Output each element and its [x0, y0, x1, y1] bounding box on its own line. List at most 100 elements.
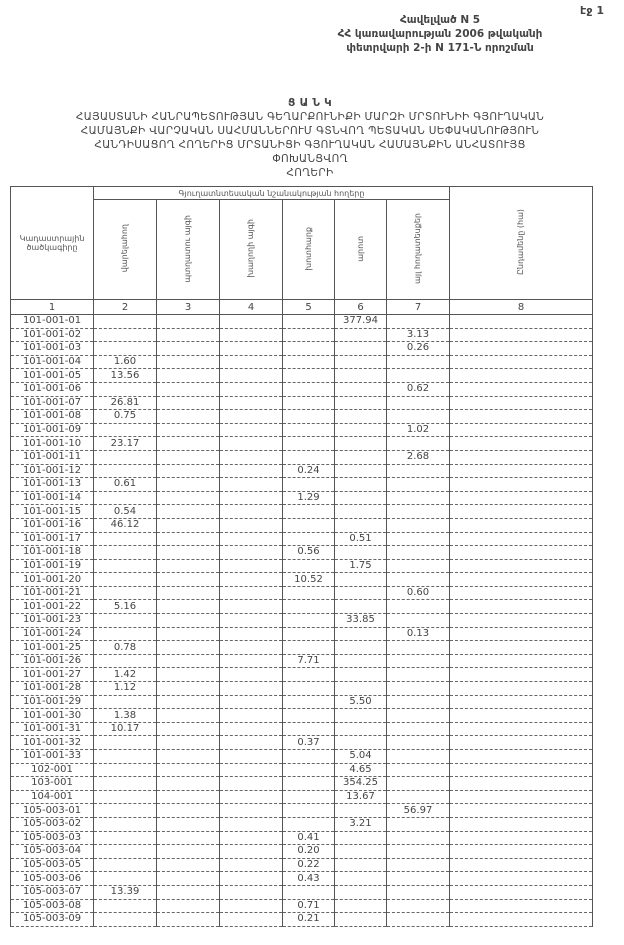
- cell-arable: [93, 559, 157, 574]
- cell-other-land: [386, 559, 450, 574]
- cell-arable: [93, 450, 157, 465]
- cell-pasture: [334, 368, 387, 383]
- header-pasture: արոտ: [334, 199, 387, 300]
- cell-total: [449, 803, 593, 818]
- title-line-1: ՀԱՅԱՍՏԱՆԻ ՀԱՆՐԱՊԵՏՈՒԹՅԱՆ ԳԵՂԱՐՔՈՒՆԻՔԻ ՄԱ…: [75, 111, 545, 123]
- cell-hayfield: [282, 382, 335, 397]
- cell-hayfield: [282, 885, 335, 900]
- cell-orchard: [156, 640, 220, 655]
- cell-orchard: [156, 491, 220, 506]
- cell-orchard: [156, 409, 220, 424]
- cell-arable: [93, 586, 157, 601]
- cell-other-land: [386, 817, 450, 832]
- cell-total: [449, 667, 593, 683]
- cell-vineyard: [219, 831, 283, 846]
- cell-cadastral-code: 105-003-08: [10, 899, 94, 914]
- cell-vineyard: [219, 871, 283, 886]
- cell-arable: [93, 613, 157, 628]
- cell-hayfield: [282, 640, 335, 655]
- cell-vineyard: [219, 572, 283, 587]
- cell-vineyard: [219, 885, 283, 900]
- header-cadastral-code: Կադաստրային ծածկագիրը: [10, 186, 94, 300]
- cell-cadastral-code: 101-001-21: [10, 586, 94, 601]
- cell-vineyard: [219, 599, 283, 615]
- cell-arable: [93, 491, 157, 506]
- table-row: 101-001-11 2.68: [10, 450, 593, 465]
- cell-other-land: 0.26: [386, 341, 450, 356]
- cell-total: [449, 749, 593, 764]
- cell-other-land: [386, 572, 450, 587]
- cell-arable: 1.60: [93, 355, 157, 370]
- cell-pasture: 13.67: [334, 790, 387, 805]
- cell-hayfield: [282, 667, 335, 683]
- cell-arable: 0.78: [93, 640, 157, 655]
- cell-orchard: [156, 899, 220, 914]
- cell-arable: 0.54: [93, 504, 157, 519]
- cell-pasture: [334, 586, 387, 601]
- cell-hayfield: [282, 695, 335, 710]
- cell-orchard: [156, 831, 220, 846]
- cell-pasture: 4.65: [334, 763, 387, 778]
- cell-other-land: 0.13: [386, 627, 450, 642]
- cell-vineyard: [219, 667, 283, 683]
- cell-cadastral-code: 101-001-05: [10, 368, 94, 383]
- table-row: 101-001-18 0.56: [10, 545, 593, 560]
- cell-orchard: [156, 572, 220, 587]
- cell-hayfield: [282, 708, 335, 723]
- cell-total: [449, 382, 593, 397]
- cell-other-land: [386, 409, 450, 424]
- cell-arable: [93, 627, 157, 642]
- cell-pasture: [334, 491, 387, 506]
- cell-other-land: [386, 491, 450, 506]
- cell-orchard: [156, 328, 220, 343]
- cell-hayfield: 10.52: [282, 572, 335, 587]
- cell-other-land: [386, 858, 450, 873]
- cell-cadastral-code: 101-001-08: [10, 409, 94, 424]
- cell-other-land: [386, 368, 450, 383]
- cell-orchard: [156, 695, 220, 710]
- cell-cadastral-code: 105-003-07: [10, 885, 94, 900]
- table-row: 101-001-21 0.60: [10, 586, 593, 601]
- cell-other-land: [386, 790, 450, 805]
- cell-total: [449, 722, 593, 737]
- cell-hayfield: [282, 518, 335, 533]
- cell-cadastral-code: 101-001-33: [10, 749, 94, 764]
- cell-orchard: [156, 871, 220, 886]
- cell-pasture: 0.51: [334, 532, 387, 547]
- cell-hayfield: 0.37: [282, 735, 335, 750]
- table-row: 103-001 354.25: [10, 776, 593, 791]
- cell-total: [449, 504, 593, 519]
- cell-total: [449, 368, 593, 383]
- cell-total: [449, 532, 593, 547]
- cell-cadastral-code: 101-001-03: [10, 341, 94, 356]
- cell-total: [449, 871, 593, 886]
- cell-pasture: [334, 477, 387, 492]
- table-row: 101-001-29 5.50: [10, 695, 593, 710]
- cell-vineyard: [219, 695, 283, 710]
- cell-cadastral-code: 101-001-30: [10, 708, 94, 723]
- table-row: 101-001-28 1.12: [10, 681, 593, 696]
- table-row: 105-003-01 56.97: [10, 803, 593, 818]
- cell-vineyard: [219, 532, 283, 547]
- cell-total: [449, 899, 593, 914]
- cell-hayfield: [282, 368, 335, 383]
- cell-pasture: [334, 518, 387, 533]
- cell-other-land: [386, 885, 450, 900]
- cell-hayfield: [282, 423, 335, 438]
- cell-pasture: [334, 722, 387, 737]
- cell-orchard: [156, 504, 220, 519]
- cell-cadastral-code: 101-001-26: [10, 654, 94, 669]
- cell-cadastral-code: 101-001-12: [10, 464, 94, 479]
- cell-other-land: [386, 518, 450, 533]
- cell-total: [449, 613, 593, 628]
- cell-vineyard: [219, 504, 283, 519]
- cell-pasture: [334, 735, 387, 750]
- title-line-3: ՀԱՆԴԻՍԱՑՈՂ ՀՈՂԵՐԻՑ ՄՐՏԱՆԻՑԻ ԳՅՈՒՂԱԿԱՆ ՀԱ…: [94, 139, 526, 165]
- cell-vineyard: [219, 790, 283, 805]
- cell-total: [449, 559, 593, 574]
- cell-cadastral-code: 101-001-17: [10, 532, 94, 547]
- cell-pasture: [334, 341, 387, 356]
- cell-cadastral-code: 105-003-05: [10, 858, 94, 873]
- cell-orchard: [156, 586, 220, 601]
- table-row: 101-001-31 10.17: [10, 722, 593, 737]
